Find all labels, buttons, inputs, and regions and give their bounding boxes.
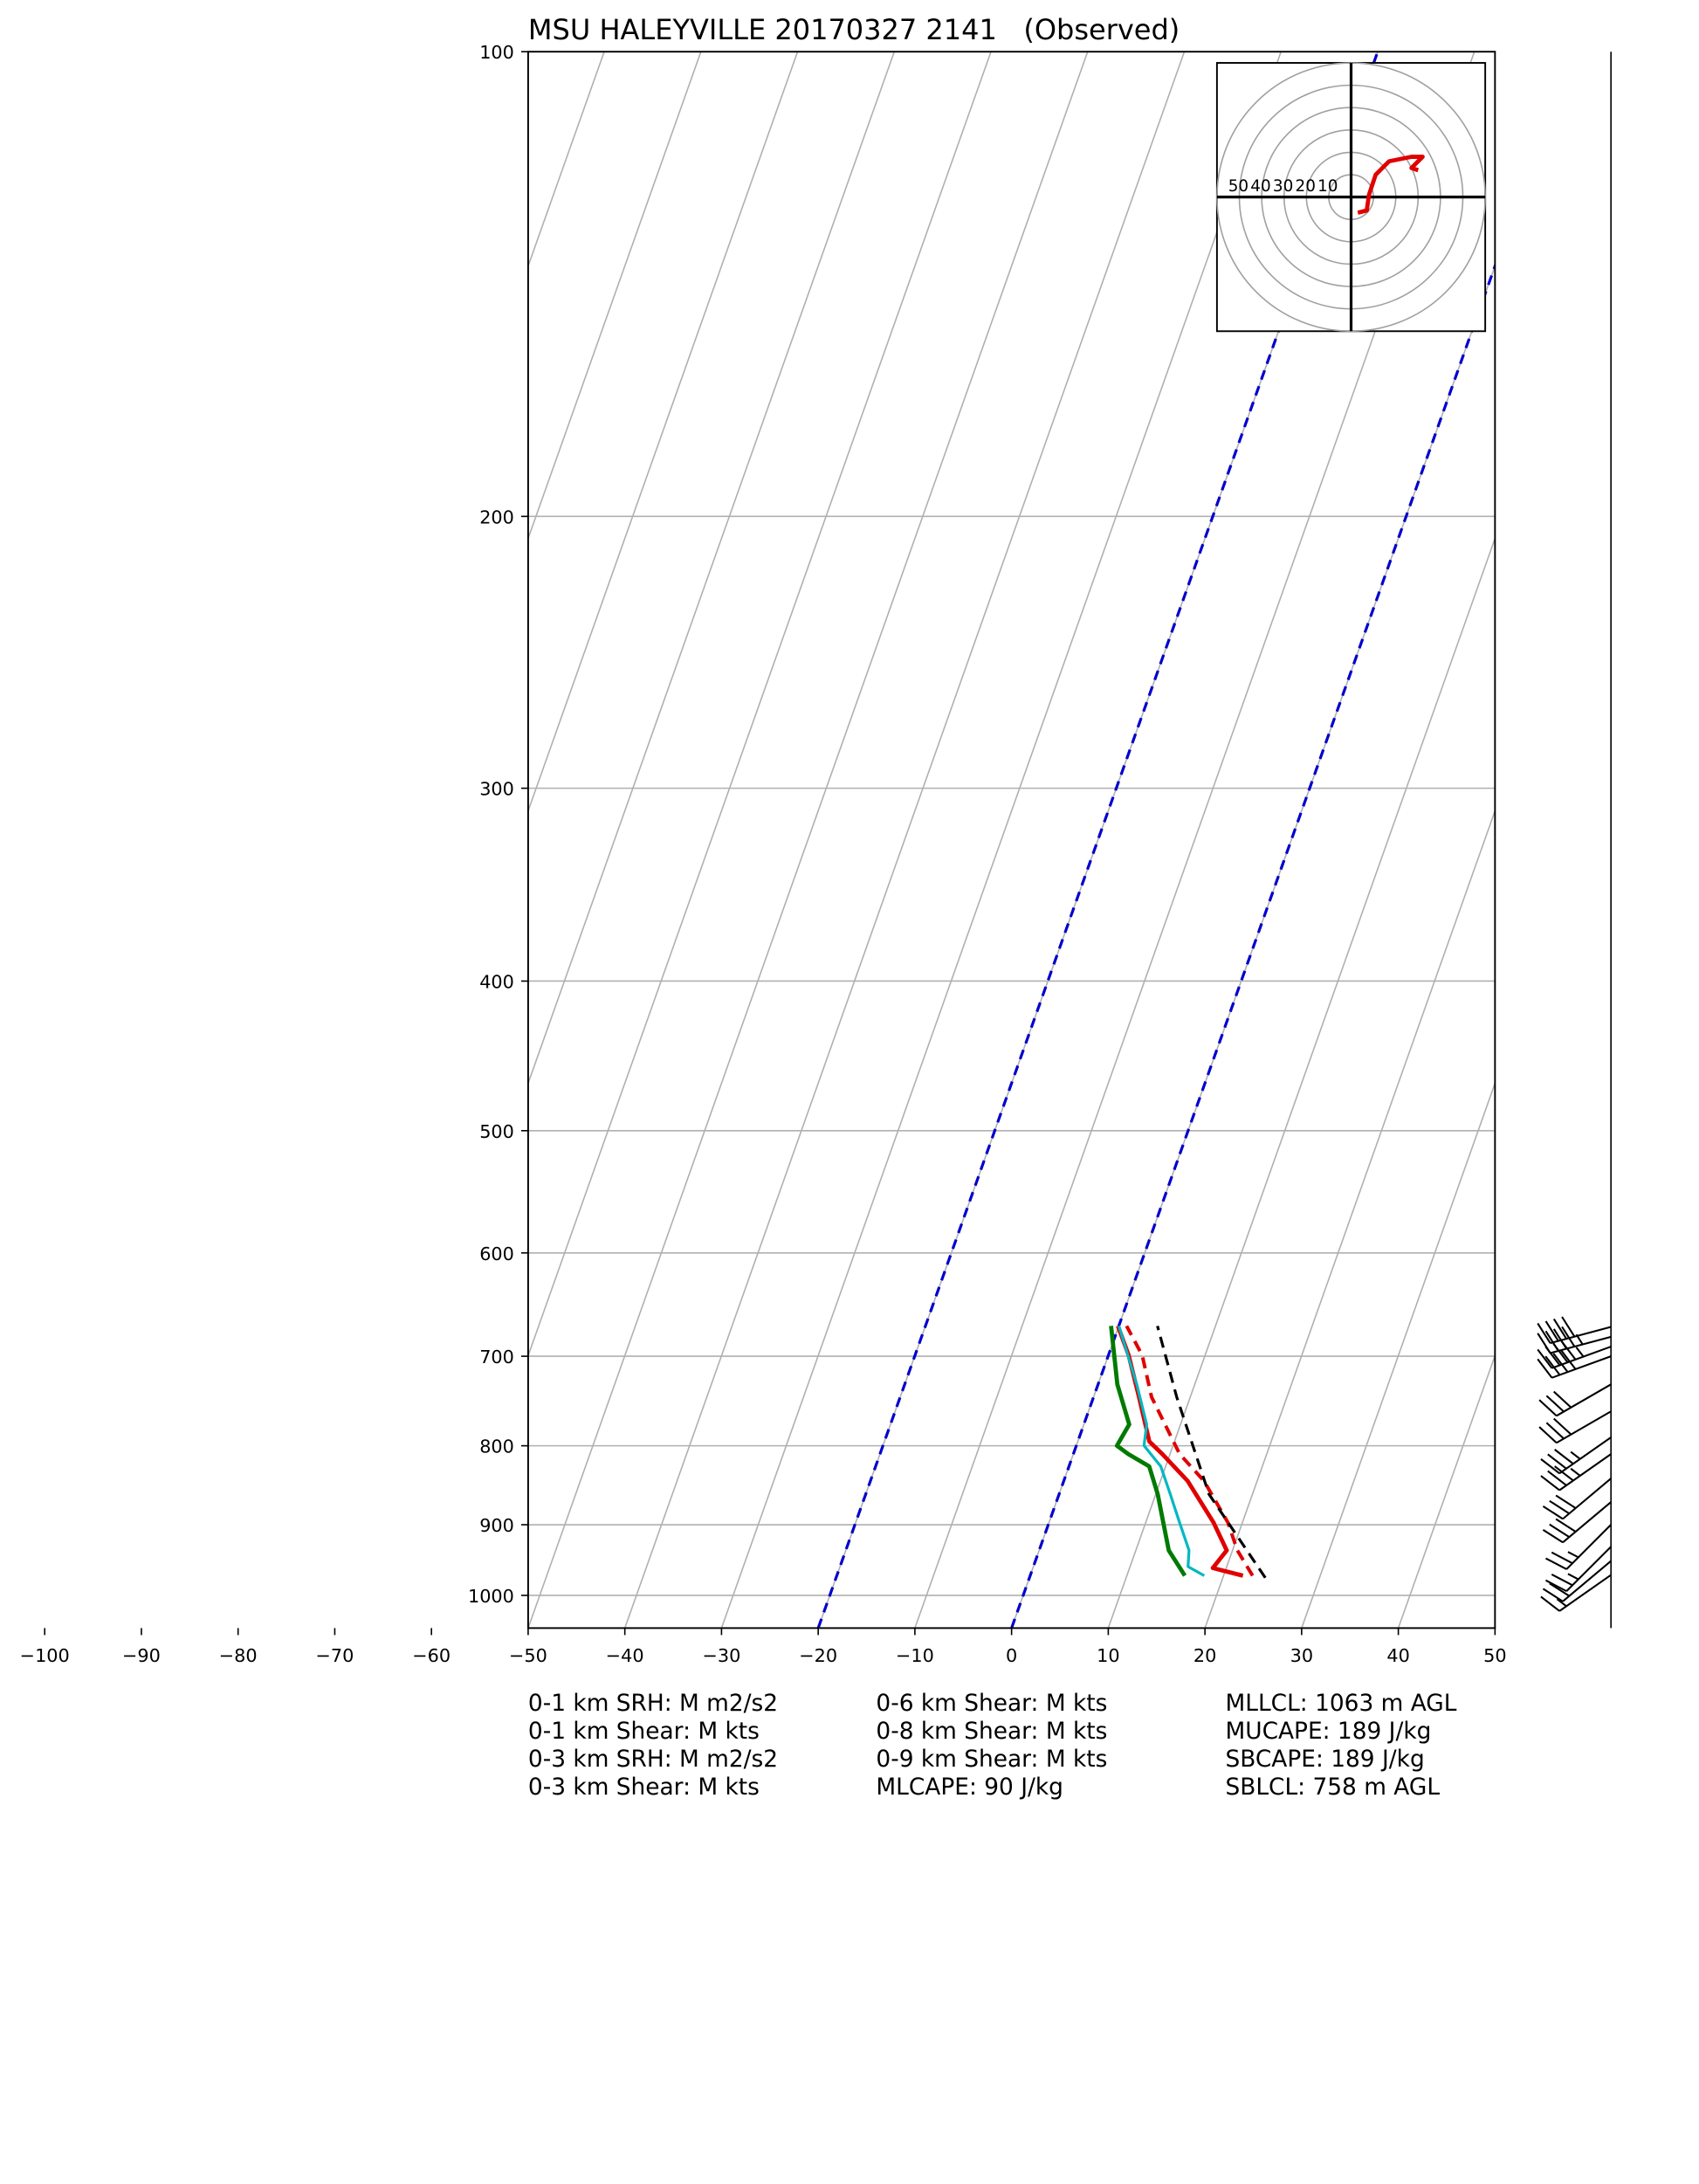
isotherm <box>1301 1081 1496 1629</box>
isotherm <box>1397 1354 1496 1629</box>
wind-barb <box>1537 1316 1612 1345</box>
hodograph: 50 40 30 20 10 <box>1216 62 1486 333</box>
y-tick-label: 800 <box>479 1436 514 1457</box>
info-line: MLLCL: 1063 m AGL <box>1225 1690 1456 1717</box>
wind-barb <box>1542 1501 1612 1544</box>
isotherm <box>527 52 896 1085</box>
x-tick-label: 40 <box>1386 1645 1409 1666</box>
profile-line <box>1118 1325 1206 1577</box>
x-tick-label: 20 <box>1193 1645 1216 1666</box>
info-line: SBCAPE: 189 J/kg <box>1225 1746 1424 1773</box>
y-tick-label: 1000 <box>468 1586 514 1607</box>
profile-line <box>1109 1326 1187 1577</box>
wind-barb <box>1540 1453 1612 1492</box>
x-tick-label: 0 <box>1006 1645 1017 1666</box>
wind-barb <box>1538 1410 1612 1444</box>
isotherm <box>1107 536 1496 1629</box>
x-tick-label: −20 <box>799 1645 837 1666</box>
x-tick-label: −100 <box>20 1645 70 1666</box>
y-tick-label: 400 <box>479 971 514 992</box>
info-line: 0-3 km Shear: M kts <box>528 1774 760 1801</box>
x-tick-label: −30 <box>702 1645 740 1666</box>
y-tick-label: 300 <box>479 779 514 800</box>
x-tick-label: 50 <box>1483 1645 1506 1666</box>
y-tick-label: 500 <box>479 1121 514 1142</box>
hodograph-trace <box>1357 155 1425 215</box>
y-tick-label: 900 <box>479 1515 514 1536</box>
info-line: 0-3 km SRH: M m2/s2 <box>528 1746 778 1773</box>
isotherm <box>527 52 799 813</box>
wind-barb <box>1545 1524 1612 1570</box>
isotherm <box>527 52 1089 1629</box>
isotherm <box>720 52 1282 1629</box>
wind-barb <box>1538 1383 1612 1417</box>
chart-title: MSU HALEYVILLE 20170327 2141 (Observed) <box>528 13 1180 46</box>
info-line: 0-1 km Shear: M kts <box>528 1718 760 1745</box>
y-tick-label: 600 <box>479 1244 514 1264</box>
profile-line <box>1156 1325 1267 1579</box>
x-tick-label: −60 <box>412 1645 451 1666</box>
isotherm <box>527 52 702 541</box>
profile-line <box>1125 1325 1255 1577</box>
hodograph-ring-label: 10 <box>1317 177 1338 196</box>
info-line: 0-9 km Shear: M kts <box>876 1746 1107 1773</box>
x-tick-label: 30 <box>1290 1645 1313 1666</box>
hodograph-ring-label: 20 <box>1296 177 1316 196</box>
x-tick-label: −50 <box>509 1645 547 1666</box>
wind-barb <box>1537 1326 1612 1354</box>
x-tick-label: 10 <box>1097 1645 1119 1666</box>
x-tick-label: −70 <box>315 1645 354 1666</box>
info-line: SBLCL: 758 m AGL <box>1225 1774 1440 1801</box>
y-tick-label: 200 <box>479 506 514 527</box>
x-tick-label: −40 <box>606 1645 644 1666</box>
hodograph-ring-label: 30 <box>1273 177 1293 196</box>
info-line: 0-6 km Shear: M kts <box>876 1690 1107 1717</box>
x-tick-label: −90 <box>122 1645 161 1666</box>
x-tick-label: −80 <box>219 1645 258 1666</box>
y-tick-label: 700 <box>479 1347 514 1368</box>
isotherm <box>623 52 1186 1629</box>
info-line: 0-1 km SRH: M m2/s2 <box>528 1690 778 1717</box>
profile-line <box>1116 1325 1244 1578</box>
y-tick-label: 100 <box>479 42 514 63</box>
info-line: MLCAPE: 90 J/kg <box>876 1774 1063 1801</box>
x-tick-label: −10 <box>896 1645 934 1666</box>
wind-barb <box>1537 1349 1612 1379</box>
wind-barb <box>1540 1436 1612 1475</box>
isotherm <box>527 52 605 269</box>
hodograph-ring-label: 40 <box>1250 177 1270 196</box>
isotherm <box>527 52 992 1358</box>
hodograph-ring-label: 50 <box>1228 177 1248 196</box>
wind-barb <box>1542 1478 1612 1520</box>
isotherm <box>1204 809 1496 1629</box>
plot-area <box>527 52 1496 1629</box>
wind-barb <box>1545 1546 1612 1593</box>
wind-barb <box>1542 1560 1612 1602</box>
wind-barb <box>1537 1340 1612 1369</box>
wind-barb <box>1540 1574 1612 1612</box>
info-line: 0-8 km Shear: M kts <box>876 1718 1107 1745</box>
info-line: MUCAPE: 189 J/kg <box>1225 1718 1431 1745</box>
